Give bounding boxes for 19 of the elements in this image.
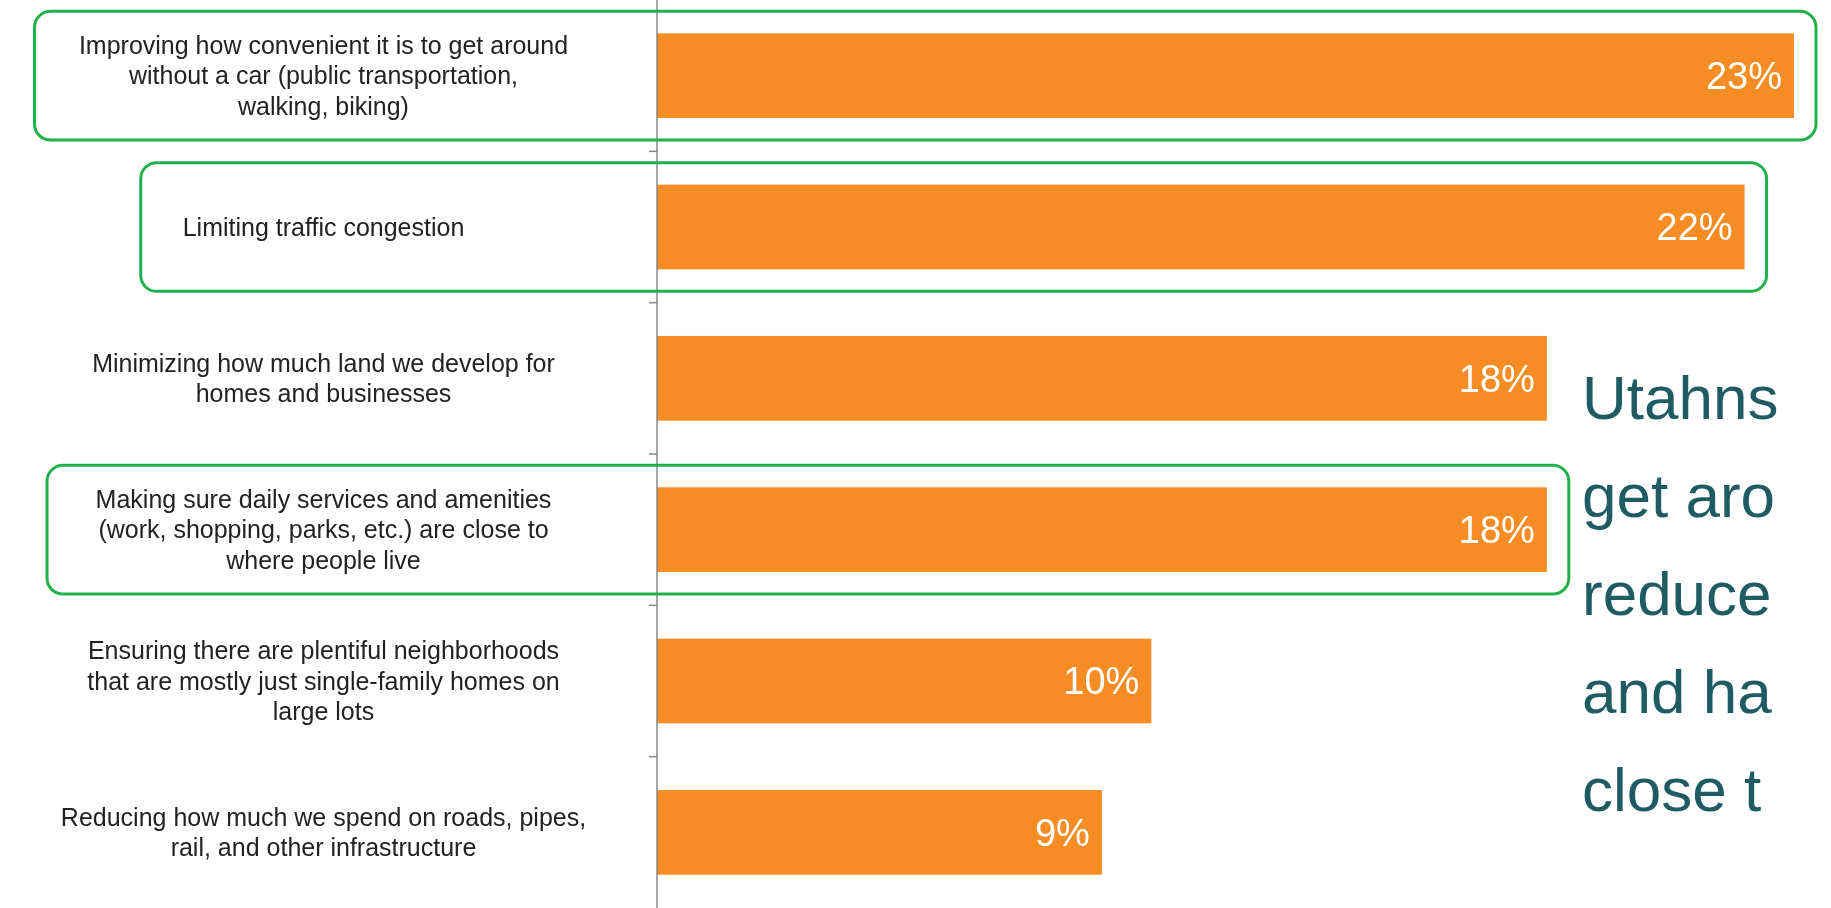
y-tick-label: Limiting traffic congestion	[182, 212, 465, 241]
bar	[657, 184, 1745, 270]
bar	[657, 335, 1547, 421]
y-tick-label: Making sure daily services and amenities (work, shopping, parks, etc.) are close to where people live	[95, 484, 552, 574]
data-label: 22%	[1656, 206, 1733, 249]
data-label: 18%	[1458, 508, 1535, 551]
y-tick-label: Minimizing how much land we develop for homes and businesses	[92, 348, 555, 408]
data-label: 23%	[1705, 54, 1782, 97]
y-tick-label: Reducing how much we spend on roads, pipes, rail, and other infrastructure	[60, 802, 587, 862]
y-tick-label: Improving how convenient it is to get around without a car (public transportation, walking, biking)	[78, 30, 569, 120]
bar	[657, 789, 1102, 875]
annotation: Utahns get aro reduce and ha close t	[1582, 362, 1779, 824]
bar	[657, 33, 1794, 119]
data-label: 10%	[1063, 660, 1140, 703]
bar	[657, 638, 1152, 724]
y-tick-label: Ensuring there are plentiful neighborhoods that are mostly just single-family homes on large lots	[87, 636, 560, 726]
data-label: 9%	[1034, 811, 1090, 854]
data-label: 18%	[1458, 357, 1535, 400]
bar	[657, 487, 1547, 573]
